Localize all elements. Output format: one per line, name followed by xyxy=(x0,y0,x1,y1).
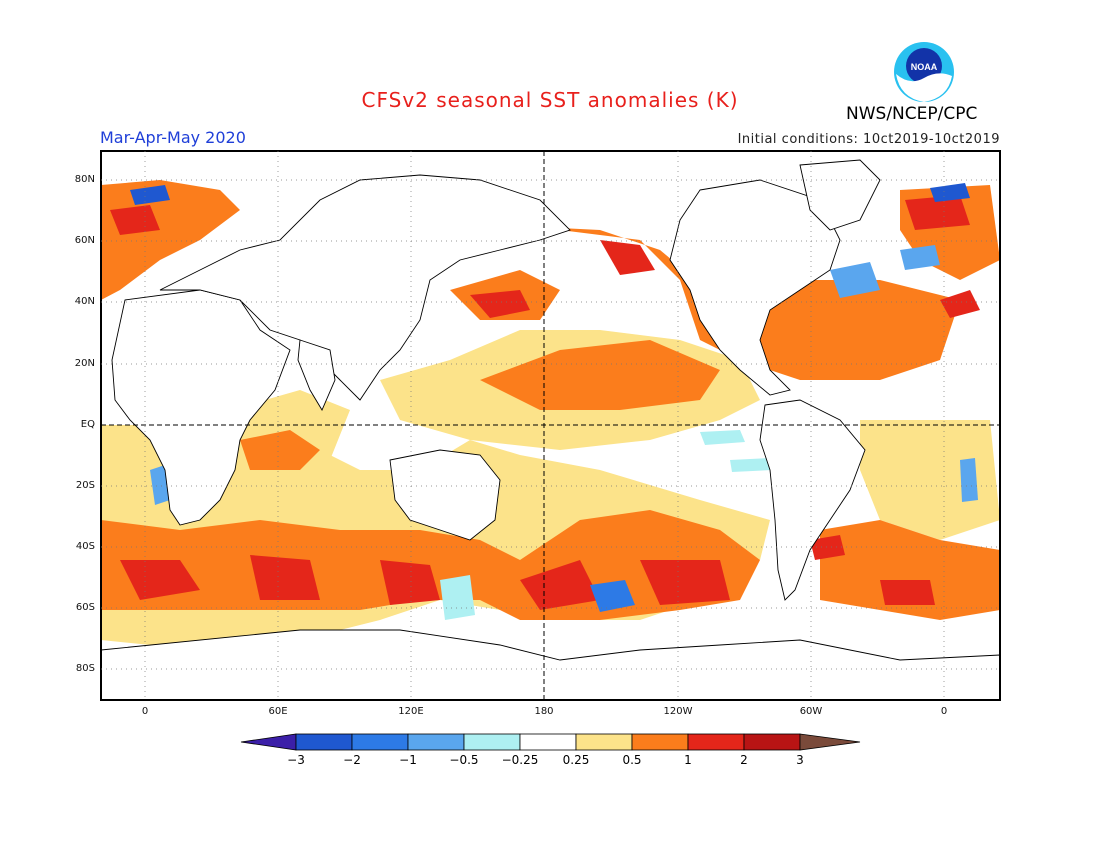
logo-text: NOAA xyxy=(911,62,938,72)
initial-conditions-label: Initial conditions: 10ct2019-10ct2019 xyxy=(737,132,1000,147)
lon-label: 120E xyxy=(398,706,424,717)
lon-label: 0 xyxy=(940,706,948,717)
season-label: Mar-Apr-May 2020 xyxy=(100,128,246,147)
continents xyxy=(101,159,1000,700)
lon-label: 0 xyxy=(141,706,149,717)
noaa-logo: NOAA xyxy=(894,42,954,102)
lat-label: 40S xyxy=(75,541,95,552)
chart-title: CFSv2 seasonal SST anomalies (K) xyxy=(361,88,739,112)
lat-label: 80N xyxy=(74,174,95,185)
anomaly-field xyxy=(101,151,1000,700)
lat-label: 20S xyxy=(75,480,95,491)
lon-label: 60W xyxy=(799,706,823,717)
lat-label: 20N xyxy=(74,358,95,369)
lat-label: 40N xyxy=(74,296,95,307)
agency-label: NWS/NCEP/CPC xyxy=(846,104,978,124)
lat-label: 80S xyxy=(75,663,95,674)
lat-label: 60N xyxy=(74,235,95,246)
lat-label: EQ xyxy=(80,419,95,430)
lon-label: 180 xyxy=(534,706,554,717)
lat-label: 60S xyxy=(75,602,95,613)
lon-label: 120W xyxy=(663,706,693,717)
lon-label: 60E xyxy=(268,706,288,717)
